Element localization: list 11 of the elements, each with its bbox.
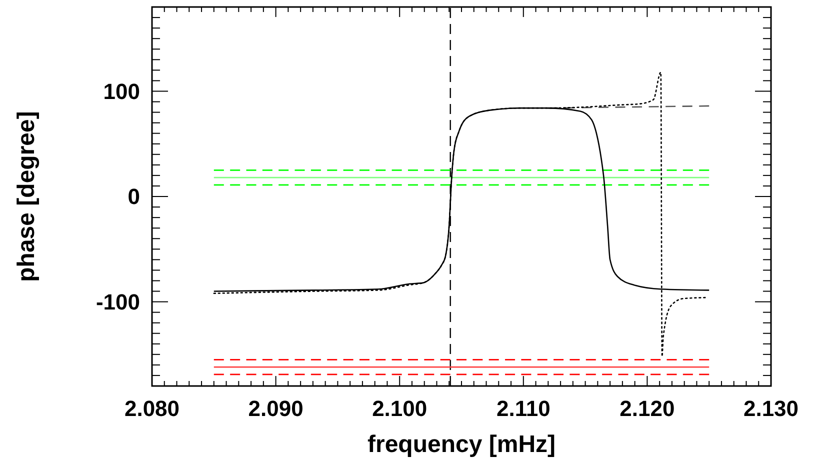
x-tick-label: 2.100 [372,396,428,421]
y-tick-label: 100 [103,78,140,104]
x-tick-label: 2.110 [496,396,550,421]
y-tick-label: -100 [96,289,140,314]
x-tick-label: 2.090 [248,396,304,421]
x-tick-label: 2.120 [620,396,675,421]
y-tick-label: 0 [128,184,140,210]
y-axis-title: phase [degree] [13,111,40,282]
x-tick-label: 2.130 [743,396,799,421]
x-axis-title: frequency [mHz] [367,431,556,458]
x-tick-label: 2.080 [124,396,180,421]
